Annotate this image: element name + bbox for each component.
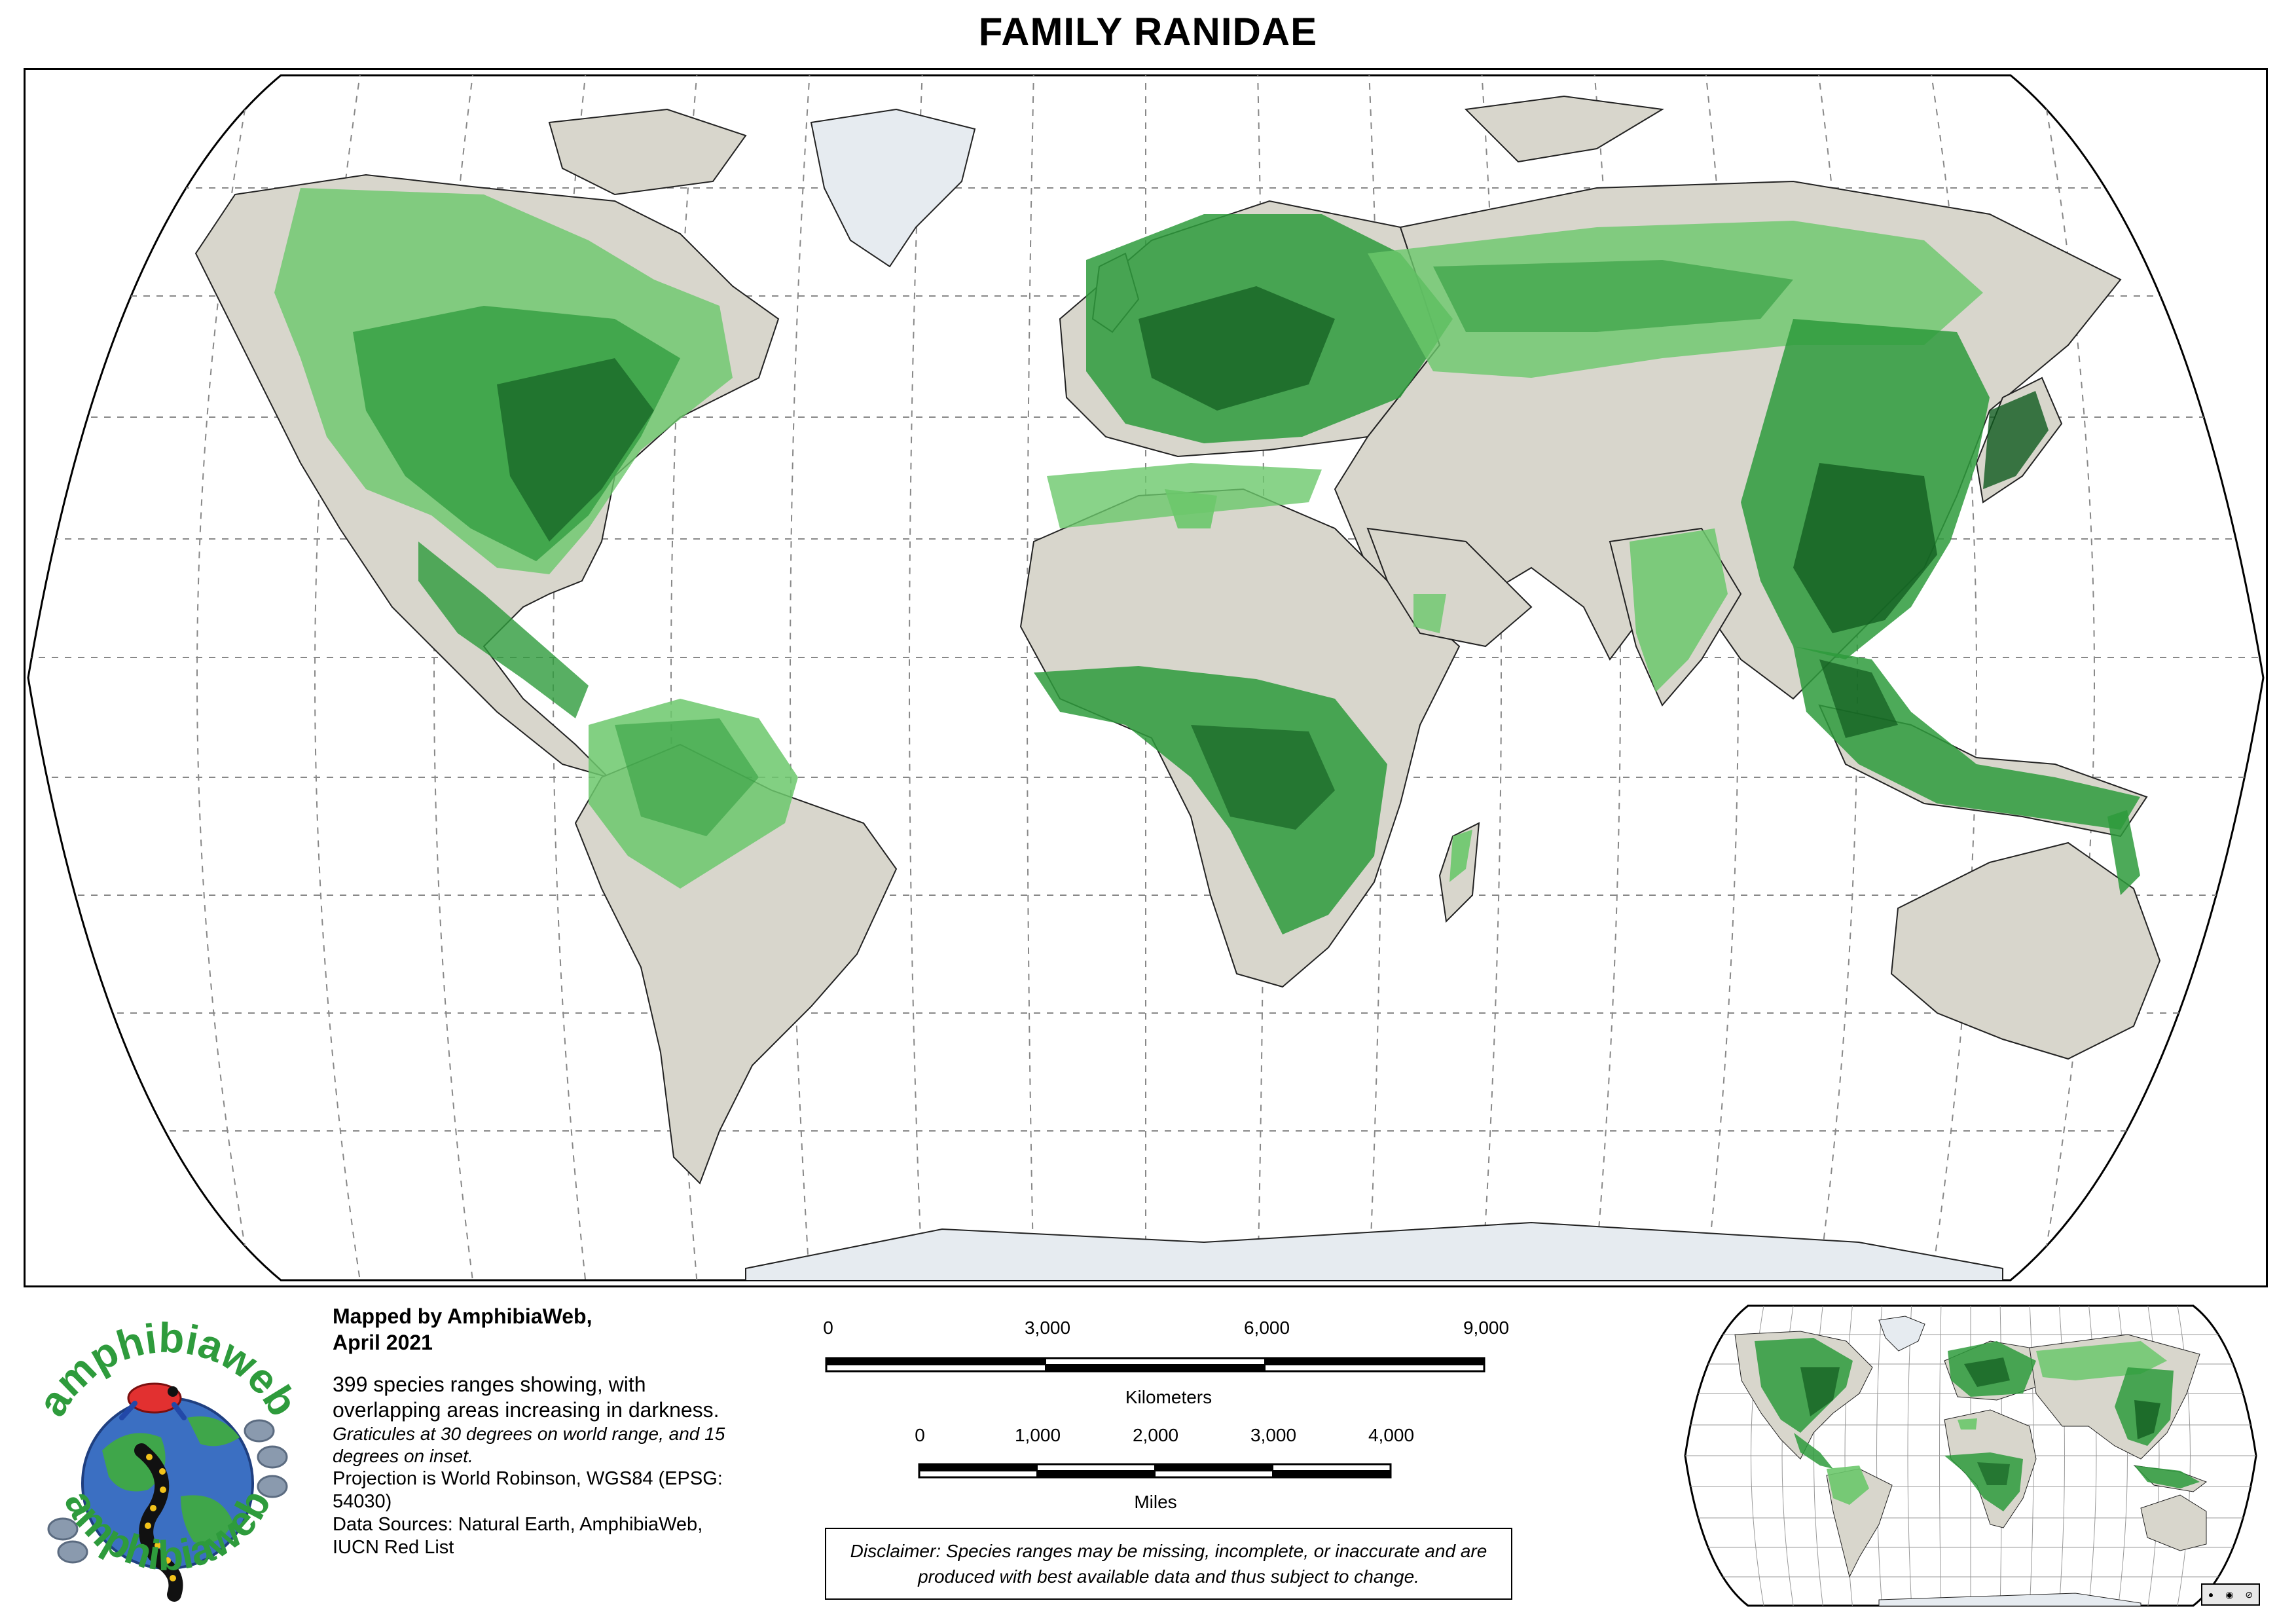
mi-scale-bar: [918, 1463, 1392, 1479]
disclaimer-box: Disclaimer: Species ranges may be missin…: [825, 1528, 1512, 1600]
salamander-icon: [134, 1443, 183, 1602]
credit-line-1: Mapped by AmphibiaWeb,: [333, 1304, 592, 1328]
new-zealand: [2204, 1044, 2253, 1126]
mi-tick-label: 0: [915, 1425, 925, 1445]
map-credit: Mapped by AmphibiaWeb, April 2021: [333, 1303, 592, 1356]
inset-ranges: [1755, 1338, 2200, 1511]
arabia: [1366, 527, 1533, 648]
species-note: 399 species ranges showing, with overlap…: [333, 1373, 720, 1422]
km-scale-bar: [825, 1357, 1485, 1373]
km-tick-label: 9,000: [1463, 1318, 1510, 1338]
greenland: [810, 108, 976, 268]
km-tick-label: 3,000: [1024, 1318, 1071, 1338]
km-unit-label: Kilometers: [1125, 1387, 1212, 1407]
km-tick-label: 6,000: [1243, 1318, 1290, 1338]
cc-icon: ●: [2208, 1589, 2214, 1600]
frog-icon: [119, 1382, 187, 1420]
australia: [1890, 841, 2161, 1060]
inset-map[interactable]: [1683, 1302, 2259, 1610]
projection-note: Projection is World Robinson, WGS84 (EPS…: [333, 1468, 723, 1512]
range-overlays: [274, 188, 2140, 934]
caecilian-icon: [47, 1419, 288, 1564]
mi-tick-label: 2,000: [1132, 1425, 1179, 1445]
map-notes: 399 species ranges showing, with overlap…: [333, 1372, 752, 1559]
km-tick-label: 0: [823, 1318, 833, 1338]
amphibiaweb-logo[interactable]: amphibiaweb amphibiaweb: [24, 1300, 312, 1614]
mi-tick-label: 1,000: [1014, 1425, 1061, 1445]
credit-line-2: April 2021: [333, 1331, 433, 1354]
mi-tick-label: 4,000: [1368, 1425, 1415, 1445]
svalbard-novaya: [1464, 95, 1664, 163]
world-map[interactable]: [24, 68, 2268, 1287]
sources-note: Data Sources: Natural Earth, AmphibiaWeb…: [333, 1514, 703, 1558]
cc-license-badge[interactable]: ● ◉ ⊘: [2201, 1583, 2260, 1606]
mi-unit-label: Miles: [1134, 1492, 1177, 1512]
mi-tick-label: 3,000: [1250, 1425, 1297, 1445]
arctic-islands: [548, 108, 747, 196]
antarctica: [745, 1221, 2003, 1280]
nc-icon: ⊘: [2245, 1589, 2253, 1600]
map-title: FAMILY RANIDAE: [978, 10, 1318, 54]
by-icon: ◉: [2225, 1589, 2234, 1600]
graticule-note: Graticules at 30 degrees on world range,…: [333, 1424, 725, 1466]
